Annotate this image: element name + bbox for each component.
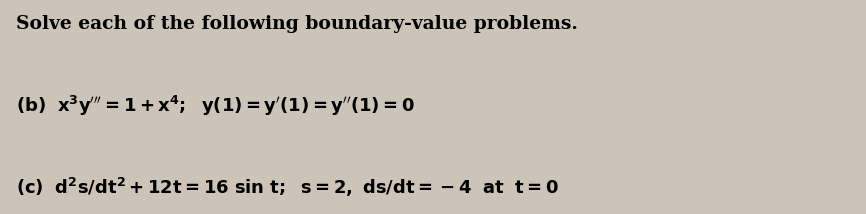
Text: $\mathbf{(b)\ \ x^3y''' = 1+x^4;}$$\mathbf{\ \ y(1) = y'(1) = y''(1) = 0}$: $\mathbf{(b)\ \ x^3y''' = 1+x^4;}$$\math… — [16, 94, 415, 118]
Text: $\mathbf{(c)\ \ d^2s/dt^2 + 12t = 16\ sin\ t;}$$\mathbf{\ \ s = 2,\ ds/dt = -4\ : $\mathbf{(c)\ \ d^2s/dt^2 + 12t = 16\ si… — [16, 175, 559, 199]
Text: Solve each of the following boundary-value problems.: Solve each of the following boundary-val… — [16, 15, 578, 33]
